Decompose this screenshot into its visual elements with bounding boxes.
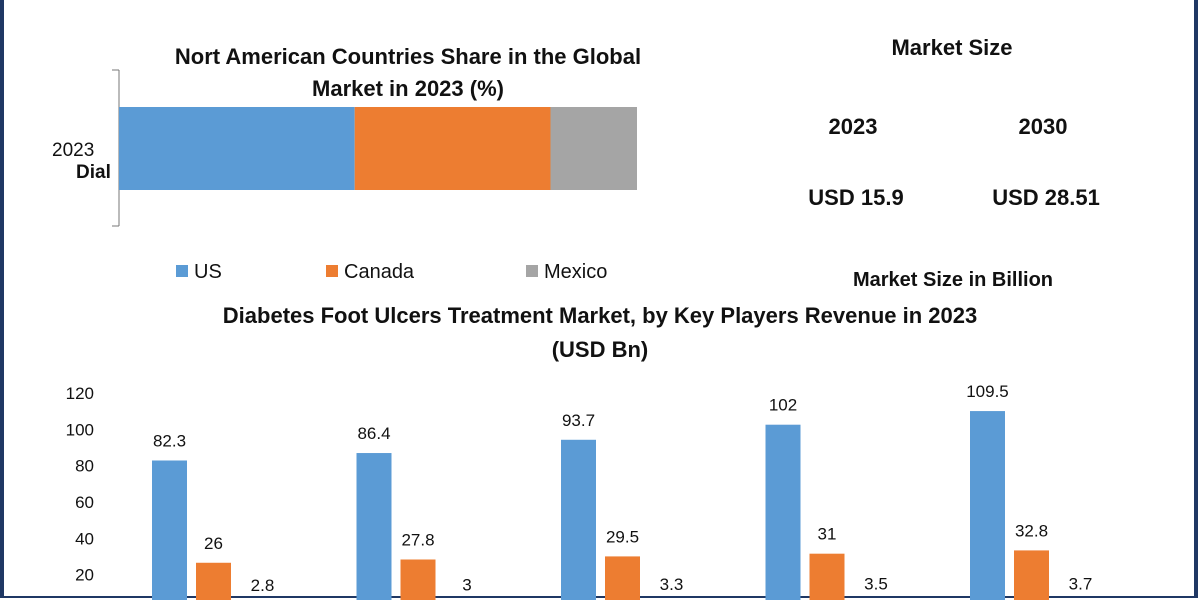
data-label: 31: [818, 525, 837, 544]
y-tick-label: 120: [66, 384, 94, 403]
series-1-bar: [970, 411, 1005, 600]
legend-label-mexico: Mexico: [544, 261, 607, 283]
market-size-caption: Market Size in Billion: [853, 269, 1053, 291]
data-label: 27.8: [401, 530, 434, 549]
market-size-year-2030: 2030: [1019, 114, 1068, 139]
series-1-bar: [561, 439, 596, 600]
data-label: 102: [769, 396, 797, 415]
y-tick-label: 60: [75, 493, 94, 512]
top-bar-segment-canada: [354, 107, 551, 190]
top-chart-title-line2: Market in 2023 (%): [312, 76, 504, 101]
data-label: 2.8: [251, 576, 275, 595]
series-2-bar: [1014, 550, 1049, 600]
data-label: 86.4: [357, 424, 390, 443]
data-label: 29.5: [606, 527, 639, 546]
y-tick-label: 40: [75, 529, 94, 548]
market-size-title: Market Size: [891, 35, 1012, 60]
bottom-chart-title-line1: Diabetes Foot Ulcers Treatment Market, b…: [223, 303, 977, 328]
y-tick-label: 20: [75, 566, 94, 585]
top-chart-cut-label: Dial: [76, 162, 111, 183]
legend-swatch-us: [176, 265, 188, 277]
data-label: 3.7: [1069, 574, 1093, 593]
top-chart-year-label: 2023: [52, 140, 94, 161]
series-2-bar: [400, 559, 436, 600]
y-tick-label: 80: [75, 457, 94, 476]
y-tick-label: 100: [66, 420, 94, 439]
data-label: 82.3: [153, 431, 186, 450]
data-label: 3.3: [660, 575, 684, 594]
market-size-value-2023: USD 15.9: [808, 185, 903, 210]
legend-label-canada: Canada: [344, 261, 415, 283]
bottom-chart-y-axis: 20 40 60 80 100 120: [66, 384, 94, 585]
legend-swatch-mexico: [526, 265, 538, 277]
data-label: 3.5: [864, 575, 888, 594]
data-label: 109.5: [966, 382, 1009, 401]
series-2-bar: [196, 562, 231, 600]
series-2-bar: [809, 553, 845, 600]
series-1-bar: [356, 453, 392, 600]
market-size-year-2023: 2023: [829, 114, 878, 139]
top-stacked-bar: [119, 107, 637, 190]
series-1-bar: [152, 460, 187, 600]
data-label: 26: [204, 534, 223, 553]
series-1-bar: [765, 424, 801, 600]
top-chart-title-line1: Nort American Countries Share in the Glo…: [175, 44, 641, 69]
bottom-chart-title-line2: (USD Bn): [552, 337, 649, 362]
series-2-bar: [605, 556, 640, 600]
top-bar-segment-us: [119, 107, 355, 190]
market-size-value-2030: USD 28.51: [992, 185, 1100, 210]
bottom-bar-chart: 82.3 26 2.8 86.4 27.8 3 93.7 29.5 3.3 102 31 3.5 109…: [152, 382, 1093, 600]
legend-label-us: US: [194, 261, 222, 283]
data-label: 32.8: [1015, 521, 1048, 540]
top-bar-segment-mexico: [550, 107, 637, 190]
data-label: 93.7: [562, 411, 595, 430]
data-label: 3: [462, 576, 471, 595]
legend-swatch-canada: [326, 265, 338, 277]
